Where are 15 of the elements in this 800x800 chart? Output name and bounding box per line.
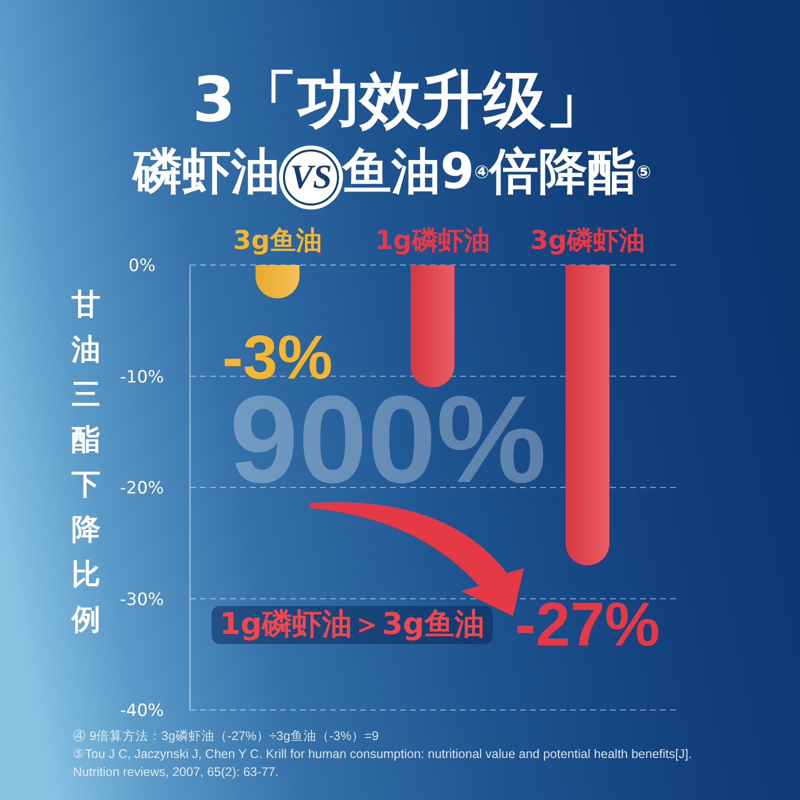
y-tick-label: 0% (128, 256, 156, 276)
x-tick-label: 3g鱼油 (233, 226, 322, 256)
y-tick-label: -20% (120, 478, 164, 498)
data-label: -27% (515, 590, 660, 660)
y-axis-title: 甘油三酯下降比例 (70, 286, 102, 638)
chart-subtitle: 磷虾油 VS 鱼油9$^{④}$倍降酯$^{⑤}$ (130, 143, 652, 200)
text: ⑤Tou J C, Jaczynski J, Chen Y C. Krill for human consumption: nutritional value and potential health benefits[J]. Nutrition reviews, 2007, 65(2): 63-77. (73, 746, 693, 781)
y-tick-label: -10% (120, 367, 164, 388)
y-tick-label: -40% (120, 701, 164, 721)
x-tick-label: 1g磷虾油 (375, 226, 490, 256)
x-tick-label: 3g磷虾油 (530, 226, 645, 256)
chart-title: 3「功效升级」 (192, 63, 608, 136)
text: ④ 9倍算方法：3g磷虾油（-27%）÷3g鱼油（-3%）=9 (73, 728, 380, 745)
y-tick-label: -30% (120, 590, 164, 610)
annotation: 1g磷虾油＞3g鱼油 (212, 606, 492, 644)
